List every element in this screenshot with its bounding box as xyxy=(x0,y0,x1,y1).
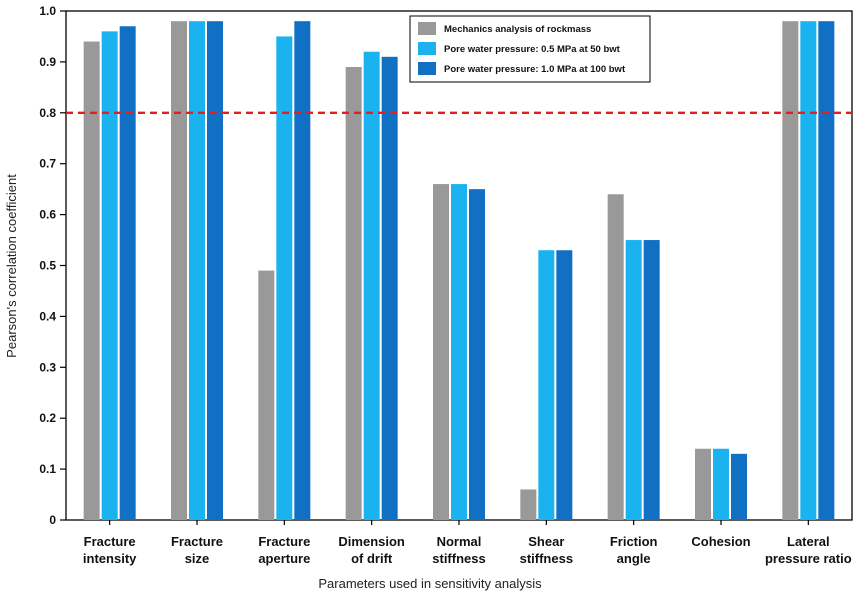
x-tick-label: Dimension xyxy=(338,534,405,549)
bar xyxy=(520,489,537,520)
bar xyxy=(189,21,205,521)
y-axis-title: Pearson's correlation coefficient xyxy=(4,174,19,358)
bar xyxy=(363,51,380,520)
labels-layer: 0 0.1 0.2 0.3 0.4 0.5 0.6 0.7 0.8 0.9 1.0 Fracture i… xyxy=(39,4,851,566)
x-tick-label: Fracture xyxy=(171,534,223,549)
x-axis-title: Parameters used in sensitivity analysis xyxy=(318,576,542,591)
y-tick-label: 0.5 xyxy=(39,259,56,273)
x-tick-label: of drift xyxy=(351,551,393,566)
legend-label: Pore water pressure: 1.0 MPa at 100 bwt xyxy=(444,64,626,75)
y-tick-label: 0.8 xyxy=(39,106,56,120)
bar xyxy=(119,26,136,521)
bar xyxy=(469,189,485,520)
legend-swatch xyxy=(418,42,436,55)
bar xyxy=(713,448,729,520)
bar xyxy=(782,21,799,521)
x-tick-label: angle xyxy=(617,551,651,566)
bar xyxy=(731,453,747,520)
x-tick-label: Fracture xyxy=(84,534,136,549)
y-tick-label: 0 xyxy=(49,513,56,527)
bar xyxy=(83,41,100,520)
y-tick-label: 0.4 xyxy=(39,309,56,323)
bars-layer xyxy=(83,21,835,521)
bar xyxy=(171,21,187,521)
legend-swatch xyxy=(418,62,436,75)
bar xyxy=(345,66,362,521)
bar xyxy=(643,240,660,521)
x-tick-label: Cohesion xyxy=(691,534,750,549)
bar xyxy=(695,448,711,520)
y-tick-label: 0.1 xyxy=(39,462,56,476)
bar xyxy=(451,184,467,520)
legend-box xyxy=(409,15,651,83)
y-tick-label: 0.2 xyxy=(39,411,56,425)
x-tick-label: Friction xyxy=(610,534,658,549)
bar xyxy=(818,21,835,521)
bar xyxy=(800,21,817,521)
x-tick-label: Lateral xyxy=(787,534,830,549)
y-tick-label: 0.7 xyxy=(39,157,56,171)
bar xyxy=(607,194,624,521)
legend-label: Pore water pressure: 0.5 MPa at 50 bwt xyxy=(444,44,621,55)
x-tick-label: Shear xyxy=(528,534,564,549)
legend-label: Mechanics analysis of rockmass xyxy=(444,24,591,35)
y-tick-label: 1.0 xyxy=(39,4,56,18)
bar xyxy=(258,270,275,520)
bar xyxy=(101,31,118,521)
y-tick-label: 0.9 xyxy=(39,55,56,69)
bar xyxy=(294,21,311,521)
x-tick-label: pressure ratio xyxy=(765,551,852,566)
y-tick-label: 0.3 xyxy=(39,360,56,374)
bar xyxy=(625,240,642,521)
bar xyxy=(207,21,223,521)
x-tick-label: Fracture xyxy=(258,534,310,549)
y-tick-label: 0.6 xyxy=(39,208,56,222)
x-tick-label: stiffness xyxy=(432,551,485,566)
legend: Mechanics analysis of rockmass Pore water… xyxy=(409,15,651,83)
legend-swatch xyxy=(418,22,436,35)
bar xyxy=(381,56,398,521)
x-tick-label: intensity xyxy=(83,551,137,566)
x-tick-label: Normal xyxy=(437,534,482,549)
x-tick-label: aperture xyxy=(258,551,310,566)
bar xyxy=(433,184,449,520)
x-tick-label: size xyxy=(185,551,210,566)
x-tick-label: stiffness xyxy=(520,551,573,566)
bar xyxy=(276,36,293,520)
bar xyxy=(556,250,573,521)
bar xyxy=(538,250,555,521)
